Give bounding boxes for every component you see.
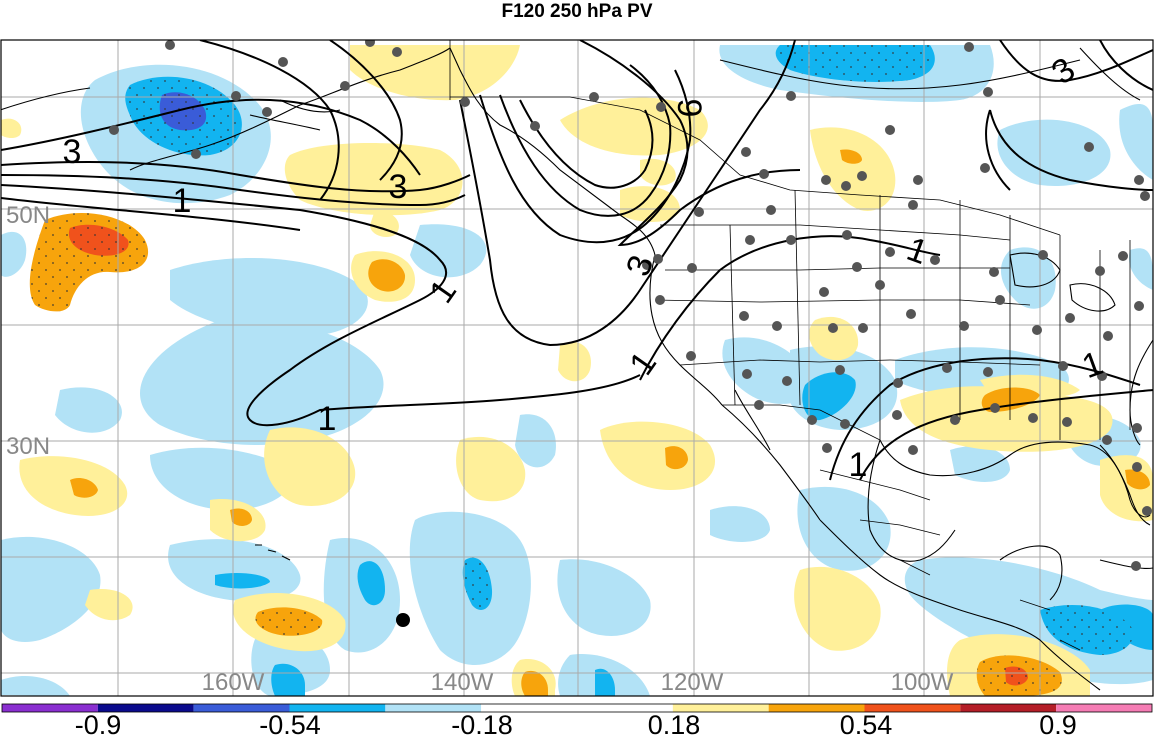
- lon-label-100w: 100W: [891, 669, 954, 696]
- colorbar-segment: [97, 704, 194, 712]
- political-borders: [449, 40, 1131, 651]
- colorbar-segment: [768, 704, 865, 712]
- colorbar-segment: [577, 704, 673, 712]
- marker-dot: [396, 613, 410, 627]
- lon-label-160w: 160W: [202, 669, 265, 696]
- pv-contours: [1, 40, 1153, 481]
- colorbar-label: -0.18: [451, 710, 513, 740]
- lon-label-140w: 140W: [431, 669, 494, 696]
- colorbar: [1, 703, 1153, 713]
- lat-label-30n: 30N: [6, 433, 50, 460]
- colorbar-segment: [960, 704, 1057, 712]
- colorbar-label: -0.9: [74, 710, 122, 740]
- station-dots: [109, 40, 1152, 571]
- colorbar-segment: [1056, 704, 1152, 712]
- colorbar-segment: [193, 704, 290, 712]
- map-title: F120 250 hPa PV: [501, 1, 653, 22]
- colorbar-label: -0.54: [259, 710, 321, 740]
- colorbar-segment: [672, 704, 769, 712]
- colorbar-label: 0.54: [839, 710, 893, 740]
- colorbar-frame: [1, 703, 1153, 713]
- lon-label-120w: 120W: [661, 669, 724, 696]
- lat-label-50n: 50N: [6, 202, 50, 229]
- contour-label: 3: [63, 133, 82, 171]
- colorbar-segment: [2, 704, 98, 712]
- contour-label: 1: [318, 400, 337, 438]
- colorbar-segment: [385, 704, 482, 712]
- contour-label: 1: [849, 446, 868, 484]
- map-frame: [0, 39, 1154, 697]
- contour-label: 1: [173, 182, 192, 220]
- colorbar-segment: [289, 704, 386, 712]
- colorbar-segment: [864, 704, 961, 712]
- contour-label: 9: [670, 99, 708, 118]
- colorbar-label: 0.9: [1039, 710, 1077, 740]
- colorbar-label: 0.18: [647, 710, 701, 740]
- contour-label: 3: [389, 168, 408, 206]
- colorbar-segment: [481, 704, 577, 712]
- stipple-dots: [29, 45, 1134, 696]
